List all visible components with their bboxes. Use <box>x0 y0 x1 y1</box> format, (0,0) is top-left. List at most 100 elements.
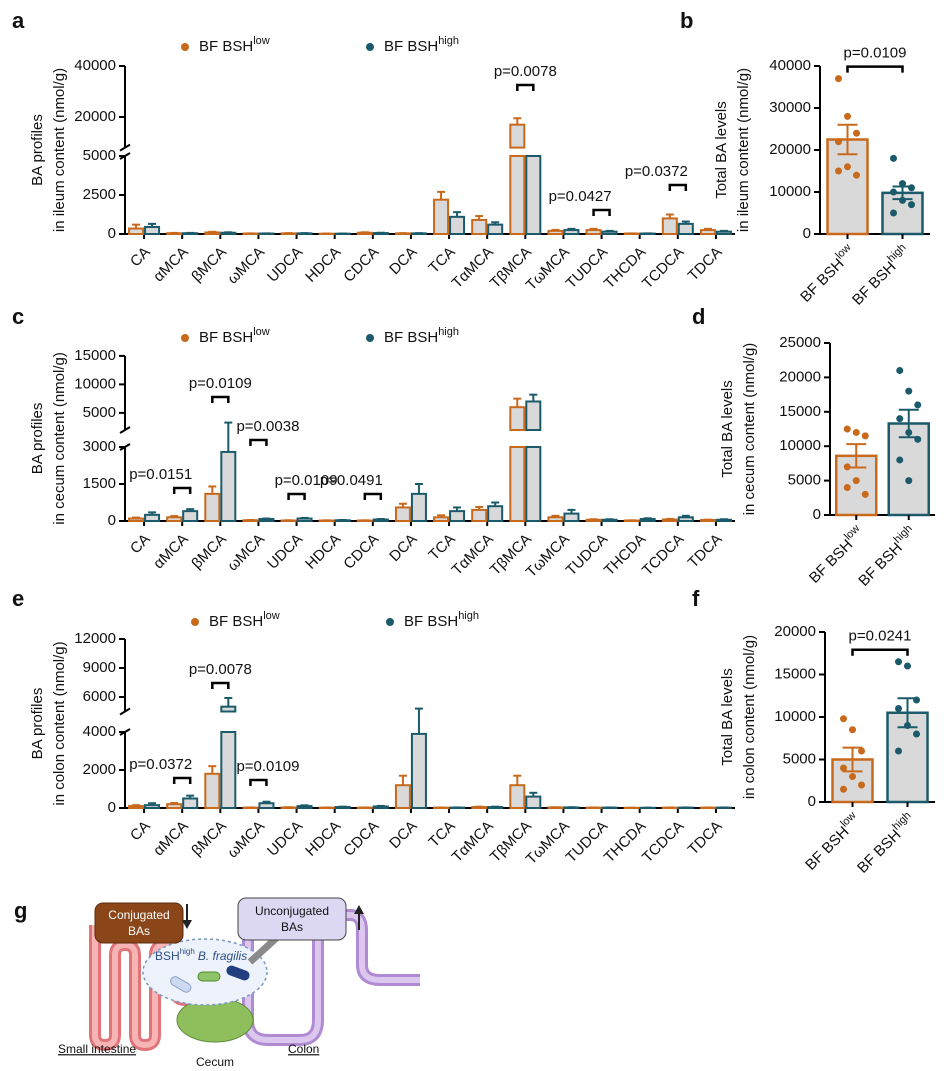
bar <box>472 510 486 521</box>
bar <box>259 803 273 808</box>
bar <box>564 514 578 521</box>
bar <box>412 734 426 808</box>
conjugated-label: Conjugated <box>108 908 169 922</box>
x-tick-label: TαMCA <box>449 531 497 579</box>
y-axis-label: in cecum content (nmol/g) <box>741 343 758 516</box>
bar <box>396 507 410 521</box>
legend-label-main: BF BSH <box>199 38 253 55</box>
y-axis-label: in colon content (nmol/g) <box>51 641 68 805</box>
legend-label-sup: low <box>253 326 270 338</box>
y-tick-label: 30000 <box>769 99 811 116</box>
bar <box>450 217 464 234</box>
data-point <box>853 130 860 137</box>
bar <box>183 511 197 521</box>
p-value: p=0.0109 <box>236 758 299 775</box>
x-tick-label: TUDCA <box>563 531 612 580</box>
x-tick-label: THCDA <box>601 244 650 293</box>
bar <box>129 806 143 808</box>
y-tick-label: 5000 <box>83 147 116 164</box>
legend-marker <box>386 618 394 626</box>
y-tick-label: 0 <box>803 225 811 242</box>
bar <box>510 447 524 521</box>
data-point <box>908 184 915 191</box>
x-tick-label: TDCA <box>685 818 726 859</box>
data-point <box>840 715 847 722</box>
y-tick-label: 0 <box>108 799 116 816</box>
legend-label: BF BSHhigh <box>384 35 459 55</box>
bacteria-prefix: BSH <box>155 949 180 963</box>
panel-letter: f <box>692 586 700 611</box>
y-tick-label: 4000 <box>83 723 116 740</box>
data-point <box>853 477 860 484</box>
x-tick-label: THCDA <box>601 531 650 580</box>
bar <box>587 230 601 234</box>
bar <box>526 156 540 234</box>
significance-bracket <box>174 778 190 784</box>
y-axis-label: BA profiles <box>29 114 46 186</box>
panel-letter: a <box>12 8 25 33</box>
panel-letter: d <box>692 304 705 329</box>
x-tick-label: αMCA <box>150 531 192 573</box>
y-axis-label: BA profiles <box>29 688 46 760</box>
y-tick-label: 15000 <box>74 347 116 364</box>
y-tick-label: 20000 <box>769 141 811 158</box>
y-tick-label: 40000 <box>74 57 116 74</box>
bar <box>412 494 426 521</box>
data-point <box>849 726 856 733</box>
y-axis-label: BA profiles <box>29 403 46 475</box>
bar <box>145 227 159 234</box>
bar <box>548 231 562 234</box>
x-tick-label: TCDCA <box>639 818 688 867</box>
legend-marker <box>366 43 374 51</box>
bar <box>434 200 448 234</box>
y-tick-label: 12000 <box>74 630 116 647</box>
data-point <box>835 138 842 145</box>
y-tick-label: 10000 <box>769 183 811 200</box>
significance-bracket <box>212 397 228 403</box>
small-intestine-label: Small intestine <box>58 1042 136 1056</box>
y-tick-label: 20000 <box>774 623 816 640</box>
y-tick-label: 0 <box>108 512 116 529</box>
legend-label: BF BSHlow <box>199 35 270 55</box>
bar <box>298 806 312 808</box>
panel-letter: b <box>680 8 693 33</box>
bar <box>167 517 181 521</box>
panel-letter: e <box>12 586 24 611</box>
x-tick-label: αMCA <box>150 244 192 286</box>
data-point <box>858 782 865 789</box>
bar <box>488 225 502 234</box>
y-tick-label: 10000 <box>74 375 116 392</box>
x-tick-label: βMCA <box>188 531 230 573</box>
legend-marker <box>191 618 199 626</box>
y-tick-label: 15000 <box>774 665 816 682</box>
data-point <box>913 731 920 738</box>
legend-label-sup: high <box>458 610 479 622</box>
bar <box>472 220 486 234</box>
x-tick-label: UDCA <box>264 531 306 573</box>
x-tick-label: TCDCA <box>639 531 688 580</box>
legend-label-sup: low <box>253 35 270 47</box>
bar <box>679 224 693 234</box>
x-tick-label: DCA <box>386 818 420 852</box>
x-tick-label-main: BF BSH <box>854 826 904 876</box>
significance-bracket <box>212 683 228 689</box>
significance-bracket <box>250 440 266 446</box>
x-tick-label: DCA <box>386 531 420 565</box>
x-tick-label-main: BF BSH <box>806 536 856 586</box>
y-axis-label: in ileum content (nmol/g) <box>51 68 68 232</box>
significance-bracket <box>365 494 381 500</box>
x-tick-label: THCDA <box>601 818 650 867</box>
y-tick-label: 20000 <box>779 368 821 385</box>
data-point <box>896 415 903 422</box>
x-tick-label: TCA <box>425 531 458 564</box>
x-tick-label: HDCA <box>302 531 344 573</box>
significance-bracket <box>848 67 903 73</box>
p-value: p=0.0491 <box>320 472 383 489</box>
bar <box>717 232 731 234</box>
data-point <box>849 773 856 780</box>
legend-label-main: BF BSH <box>384 38 438 55</box>
bar <box>434 517 448 521</box>
data-point <box>844 113 851 120</box>
data-point <box>862 491 869 498</box>
